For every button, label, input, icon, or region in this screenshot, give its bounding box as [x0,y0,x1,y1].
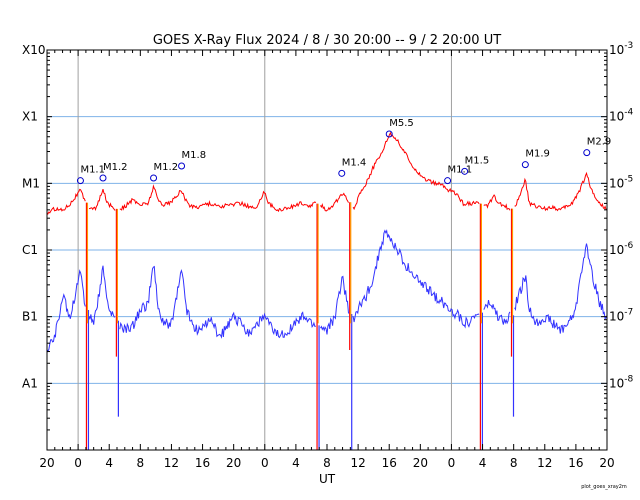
flare-marker [444,177,452,185]
x-tick-label: 0 [448,456,456,470]
x-axis-label: UT [319,472,336,486]
flare-markers-layer: M1.1M1.2 M1.2M1.8M1.4M5.5M1.1M1.5M1.9M2.9 [76,118,612,185]
y-right-label: 10-4 [609,108,634,124]
x-tick-label: 8 [510,456,518,470]
x-tick-label: 0 [261,456,269,470]
x-tick-label: 12 [350,456,365,470]
flare-marker [385,130,393,138]
x-tick-label: 8 [137,456,145,470]
series-layer [46,131,608,450]
x-tick-label: 20 [226,456,241,470]
x-tick-label: 20 [599,456,614,470]
flare-label: M1.4 [342,157,367,168]
y-class-label: C1 [22,243,38,257]
flare-marker [521,161,529,169]
x-tick-label: 20 [413,456,428,470]
flare-label: M1.1 [448,165,473,176]
y-right-label: 10-3 [609,41,633,57]
x-tick-label: 16 [195,456,210,470]
series-line-long [46,131,608,215]
flare-marker [99,174,107,182]
x-tick-label: 20 [39,456,54,470]
plot-credit: plot_goes_xray2m [581,484,627,490]
series-line-short [46,229,608,353]
flare-label: M1.8 [182,150,207,161]
x-tick-label: 16 [382,456,397,470]
flare-label: M2.9 [587,137,612,148]
y-right-label: 10-6 [609,241,634,257]
flare-marker [76,177,84,185]
axes-layer: X10 X1 M1 C1 B1 A1 10-3 10-4 10-5 10-6 10-7 10-8 20 0… [22,41,634,470]
x-tick-label: 16 [568,456,583,470]
y-class-label: A1 [22,376,38,390]
x-tick-label: 8 [323,456,331,470]
x-tick-label: 4 [105,456,113,470]
flare-label: M1.1 [80,165,105,176]
y-class-label: X1 [22,110,38,124]
flare-marker [178,162,186,170]
x-tick-label: 4 [479,456,487,470]
y-right-label: 10-5 [609,174,633,190]
x-tick-label: 12 [537,456,552,470]
flare-marker [583,149,591,157]
x-tick-label: 4 [292,456,300,470]
y-right-label: 10-7 [609,308,633,324]
flare-label: M1.2 [103,162,128,173]
flare-marker [338,169,346,177]
flare-marker [150,174,158,182]
grid-layer [47,50,607,450]
y-class-label: X10 [22,43,46,57]
y-right-label: 10-8 [609,374,634,390]
flare-label: M1.5 [465,155,490,166]
flare-marker [461,167,469,175]
y-class-label: B1 [22,310,38,324]
y-class-label: M1 [22,176,40,190]
x-tick-label: 12 [164,456,179,470]
flare-label: M1.2 [154,162,179,173]
chart-title: GOES X-Ray Flux 2024 / 8 / 30 20:00 -- 9… [153,33,501,48]
x-tick-label: 0 [74,456,82,470]
flare-label: M5.5 [389,118,414,129]
flare-label: M1.9 [525,149,550,160]
